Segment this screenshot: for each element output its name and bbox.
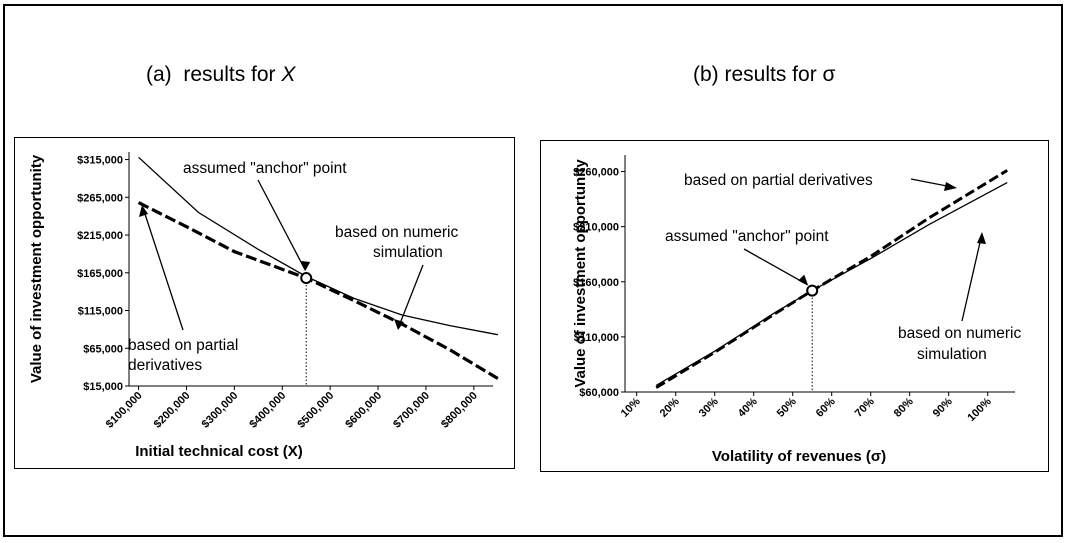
x-tick-label: $300,000 (200, 390, 241, 431)
y-tick-label: $260,000 (573, 167, 619, 179)
y-tick-label: $315,000 (77, 155, 123, 167)
chart-b-box: $60,000 $110,000 $160,000 $210,000 $260,000 1… (540, 140, 1049, 472)
anchor-point-marker (300, 272, 313, 285)
y-tick-label: $265,000 (77, 192, 123, 204)
y-tick-label: $65,000 (83, 343, 123, 355)
numeric-simulation-label-line2: simulation (373, 244, 443, 261)
numeric-simulation-label-line1: based on numeric (335, 224, 458, 241)
numeric-simulation-line (138, 156, 498, 336)
y-tick-label: $160,000 (573, 277, 619, 289)
y-axis-title: Value of investment opportunity (572, 159, 589, 388)
y-tick-label: $210,000 (573, 222, 619, 234)
x-tick-label: $500,000 (295, 390, 336, 431)
y-tick-label: $165,000 (77, 268, 123, 280)
x-tick-label: 100% (965, 395, 994, 424)
x-tick-label: $600,000 (343, 390, 384, 431)
x-tick-label: 10% (619, 395, 643, 419)
partial-derivatives-label: based on partial derivatives (684, 172, 873, 189)
partial-derivatives-label-line2: derivatives (128, 357, 202, 374)
partial-derivatives-arrow (143, 210, 184, 331)
x-tick-label: 20% (658, 395, 682, 419)
panel-a-variable: X (281, 63, 296, 86)
panel-a-text: results for (183, 63, 276, 86)
y-tick-label: $60,000 (579, 387, 619, 399)
partial-derivatives-arrowhead (139, 205, 148, 217)
numeric-simulation-label-line2: simulation (917, 346, 987, 363)
x-axis-title: Volatility of revenues (σ) (712, 448, 886, 465)
x-tick-label: 60% (814, 395, 838, 419)
anchor-arrowhead (301, 261, 311, 272)
numeric-simulation-arrow (398, 264, 424, 327)
x-axis-title: Initial technical cost (X) (135, 443, 303, 460)
numeric-simulation-arrowhead (394, 319, 404, 330)
x-tick-label: 40% (736, 395, 760, 419)
x-tick-label: 70% (853, 395, 877, 419)
y-tick-label: $115,000 (78, 306, 123, 318)
x-tick-label: 80% (892, 395, 916, 419)
anchor-arrow (257, 179, 306, 271)
partial-derivatives-label-line1: based on partial (128, 337, 238, 354)
x-tick-label: $400,000 (247, 390, 288, 431)
numeric-simulation-arrowhead (977, 232, 986, 244)
panel-b-title: (b) results for σ (693, 63, 836, 86)
anchor-arrowhead (798, 274, 809, 286)
chart-b: $60,000 $110,000 $160,000 $210,000 $260,000 1… (572, 155, 1021, 465)
chart-a: $15,000 $65,000 $115,000 $165,000 $215,000 $2… (28, 152, 499, 460)
numeric-simulation-label-line1: based on numeric (898, 325, 1021, 342)
x-tick-label: 30% (697, 395, 721, 419)
x-tick-label: $100,000 (104, 390, 145, 431)
panel-a-title: (a) results for X (146, 63, 295, 87)
partial-derivatives-line (137, 201, 499, 380)
x-tick-label: $200,000 (152, 390, 193, 431)
partial-derivatives-arrow (910, 178, 953, 188)
anchor-point-marker (806, 284, 819, 297)
x-tick-label: 50% (775, 395, 799, 419)
y-tick-label: $15,000 (83, 381, 123, 393)
y-tick-label: $215,000 (77, 230, 123, 242)
y-tick-label: $110,000 (574, 332, 619, 344)
anchor-point-label: assumed "anchor" point (183, 160, 347, 177)
x-tick-label: $800,000 (439, 390, 480, 431)
partial-derivatives-arrowhead (944, 182, 957, 191)
anchor-point-label: assumed "anchor" point (665, 228, 829, 245)
numeric-simulation-arrow (961, 237, 982, 322)
panel-a-prefix: (a) (146, 63, 172, 86)
x-tick-label: 90% (931, 395, 955, 419)
anchor-arrow (743, 248, 808, 286)
chart-a-box: $15,000 $65,000 $115,000 $165,000 $215,000 $2… (14, 137, 515, 469)
x-tick-label: $700,000 (391, 390, 432, 431)
y-axis-title: Value of investment opportunity (28, 154, 45, 383)
